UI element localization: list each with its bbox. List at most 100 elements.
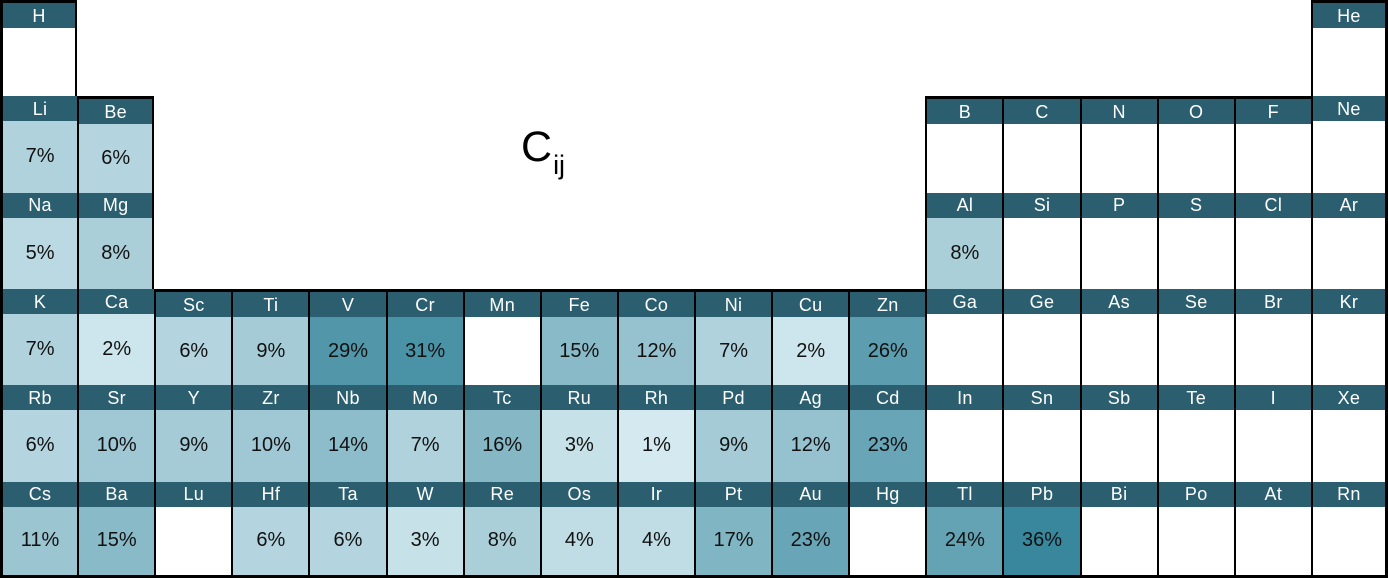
element-value-Hg — [850, 506, 926, 575]
element-symbol-Lu: Lu — [156, 481, 232, 507]
element-value-Ga — [927, 314, 1003, 386]
element-value-Si — [1004, 217, 1080, 289]
element-tile-Pt: Pt 17% — [694, 481, 772, 578]
element-value-Sc: 6% — [156, 317, 232, 386]
element-tile-Ga: Ga — [925, 289, 1003, 386]
element-value-Tc: 16% — [464, 410, 540, 482]
element-tile-S: S — [1156, 192, 1234, 289]
element-symbol-Ni: Ni — [696, 292, 772, 317]
element-symbol-Hf: Hf — [233, 481, 309, 507]
element-symbol-At: At — [1235, 481, 1311, 507]
element-tile-As: As — [1079, 289, 1157, 386]
element-value-H — [3, 28, 76, 97]
element-value-Te — [1158, 410, 1234, 482]
element-tile-Rb: Rb 6% — [0, 385, 78, 482]
element-value-K: 7% — [3, 314, 78, 386]
element-tile-Y: Y 9% — [154, 385, 232, 482]
element-tile-Sc: Sc 6% — [154, 289, 232, 386]
element-symbol-Cl: Cl — [1235, 192, 1311, 218]
element-value-Ba: 15% — [79, 506, 155, 575]
element-tile-Pb: Pb 36% — [1002, 481, 1080, 578]
element-value-Al: 8% — [927, 217, 1003, 289]
element-tile-Li: Li 7% — [0, 96, 78, 193]
element-symbol-Mo: Mo — [387, 385, 463, 411]
element-value-Ru: 3% — [541, 410, 617, 482]
element-value-Cu: 2% — [773, 317, 849, 386]
element-symbol-Os: Os — [541, 481, 617, 507]
element-tile-Si: Si — [1002, 192, 1080, 289]
element-tile-Ni: Ni 7% — [694, 289, 772, 386]
element-value-Na: 5% — [3, 217, 78, 289]
element-value-At — [1235, 506, 1311, 575]
element-tile-Bi: Bi — [1079, 481, 1157, 578]
element-value-Ag: 12% — [773, 410, 849, 482]
element-tile-Mn: Mn — [462, 289, 540, 386]
element-tile-Au: Au 23% — [771, 481, 849, 578]
element-value-Pt: 17% — [696, 506, 772, 575]
element-tile-O: O — [1156, 96, 1234, 193]
element-value-Mn — [464, 317, 540, 386]
element-value-Zn: 26% — [850, 317, 926, 386]
element-value-Tl: 24% — [927, 506, 1003, 575]
element-value-Bi — [1081, 506, 1157, 575]
element-value-Os: 4% — [541, 506, 617, 575]
element-value-Pd: 9% — [696, 410, 772, 482]
element-value-In — [927, 410, 1003, 482]
element-symbol-Ga: Ga — [927, 289, 1003, 314]
element-symbol-Cd: Cd — [850, 385, 926, 411]
element-tile-Al: Al 8% — [925, 192, 1003, 289]
element-value-Lu — [156, 506, 232, 575]
element-tile-P: P — [1079, 192, 1157, 289]
element-tile-N: N — [1079, 96, 1157, 193]
element-value-Se — [1158, 314, 1234, 386]
element-tile-Mg: Mg 8% — [77, 192, 155, 289]
element-symbol-Cr: Cr — [387, 292, 463, 317]
element-symbol-Hg: Hg — [850, 481, 926, 507]
element-tile-Ta: Ta 6% — [308, 481, 386, 578]
element-value-O — [1158, 124, 1234, 193]
element-value-Ta: 6% — [310, 506, 386, 575]
element-value-Ir: 4% — [618, 506, 694, 575]
element-tile-Sr: Sr 10% — [77, 385, 155, 482]
element-tile-Re: Re 8% — [462, 481, 540, 578]
element-tile-Ag: Ag 12% — [771, 385, 849, 482]
element-value-Au: 23% — [773, 506, 849, 575]
element-value-Rb: 6% — [3, 410, 78, 482]
element-symbol-He: He — [1312, 3, 1385, 28]
chart-title-base: C — [521, 123, 553, 171]
element-tile-B: B — [925, 96, 1003, 193]
element-value-Ge — [1004, 314, 1080, 386]
element-value-I — [1235, 410, 1311, 482]
element-tile-Br: Br — [1233, 289, 1311, 386]
element-tile-Be: Be 6% — [77, 96, 155, 193]
element-value-Re: 8% — [464, 506, 540, 575]
element-symbol-Cs: Cs — [3, 481, 78, 507]
element-value-F — [1235, 124, 1311, 193]
element-value-W: 3% — [387, 506, 463, 575]
element-tile-Pd: Pd 9% — [694, 385, 772, 482]
element-value-Sr: 10% — [79, 410, 155, 482]
element-symbol-Mn: Mn — [464, 292, 540, 317]
element-tile-Na: Na 5% — [0, 192, 78, 289]
element-value-V: 29% — [310, 317, 386, 386]
element-tile-Zn: Zn 26% — [848, 289, 926, 386]
element-symbol-Mg: Mg — [79, 192, 153, 218]
element-symbol-Be: Be — [79, 99, 153, 125]
element-tile-Cd: Cd 23% — [848, 385, 926, 482]
element-value-C — [1004, 124, 1080, 193]
element-symbol-I: I — [1235, 385, 1311, 411]
element-value-Mg: 8% — [79, 217, 153, 289]
element-value-Sn — [1004, 410, 1080, 482]
element-symbol-Kr: Kr — [1312, 289, 1385, 314]
element-value-B — [927, 124, 1003, 193]
element-symbol-Na: Na — [3, 192, 78, 218]
element-symbol-Ir: Ir — [618, 481, 694, 507]
element-symbol-K: K — [3, 289, 78, 314]
element-symbol-Y: Y — [156, 385, 232, 411]
element-symbol-Nb: Nb — [310, 385, 386, 411]
element-symbol-Sc: Sc — [156, 292, 232, 317]
element-value-Sb — [1081, 410, 1157, 482]
element-value-Rn — [1312, 506, 1385, 575]
element-tile-Tl: Tl 24% — [925, 481, 1003, 578]
